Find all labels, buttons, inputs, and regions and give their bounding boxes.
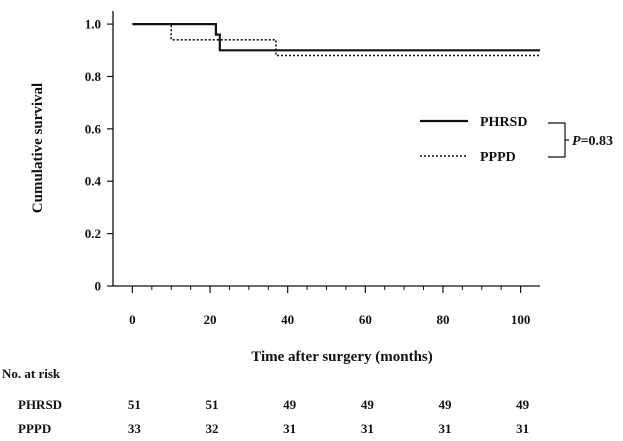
risk-value: 51 xyxy=(206,397,219,412)
risk-value: 49 xyxy=(361,397,375,412)
risk-value: 31 xyxy=(283,421,296,436)
x-tick-label: 40 xyxy=(281,312,294,327)
y-tick-label: 0 xyxy=(95,279,102,294)
legend-label-phrsd: PHRSD xyxy=(480,115,527,130)
risk-table: No. at risk PHRSD 51 51 49 49 49 49 PPPD 33 32 31 3… xyxy=(2,366,530,436)
x-tick-label: 100 xyxy=(511,312,531,327)
y-tick-label: 0.8 xyxy=(85,69,102,84)
risk-table-rows: PHRSD 51 51 49 49 49 49 PPPD 33 32 31 31 31 31 xyxy=(18,397,530,436)
series-line-phrsd xyxy=(132,23,540,52)
risk-table-title: No. at risk xyxy=(2,366,61,381)
risk-row-label: PPPD xyxy=(18,421,51,436)
risk-row-label: PHRSD xyxy=(18,397,62,412)
y-tick-label: 1.0 xyxy=(85,17,101,32)
risk-value: 49 xyxy=(516,397,530,412)
pvalue-text: =0.83 xyxy=(581,134,613,149)
y-axis-title: Cumulative survival xyxy=(30,83,46,213)
series-layer xyxy=(132,23,540,57)
risk-value: 31 xyxy=(516,421,529,436)
risk-value: 49 xyxy=(283,397,297,412)
risk-value: 32 xyxy=(206,421,219,436)
legend: PHRSD PPPD P=0.83 xyxy=(420,115,613,165)
x-axis-title: Time after surgery (months) xyxy=(251,349,433,365)
risk-value: 31 xyxy=(438,421,451,436)
risk-value: 31 xyxy=(361,421,374,436)
x-tick-label: 20 xyxy=(204,312,217,327)
risk-value: 33 xyxy=(128,421,142,436)
y-tick-label: 0.4 xyxy=(85,174,102,189)
pvalue-annotation: P=0.83 xyxy=(572,134,613,149)
axes: 0 0.2 0.4 0.6 0.8 1.0 0 20 40 60 80 100 xyxy=(85,11,540,327)
x-tick-label: 80 xyxy=(436,312,449,327)
series-line-pppd xyxy=(132,23,540,57)
y-tick-label: 0.6 xyxy=(85,121,102,136)
legend-label-pppd: PPPD xyxy=(480,150,516,165)
risk-value: 49 xyxy=(438,397,452,412)
pvalue-bracket xyxy=(548,122,569,158)
pvalue-letter: P xyxy=(572,134,581,149)
y-tick-label: 0.2 xyxy=(85,226,101,241)
x-tick-label: 0 xyxy=(129,312,136,327)
x-tick-label: 60 xyxy=(359,312,372,327)
risk-value: 51 xyxy=(128,397,141,412)
